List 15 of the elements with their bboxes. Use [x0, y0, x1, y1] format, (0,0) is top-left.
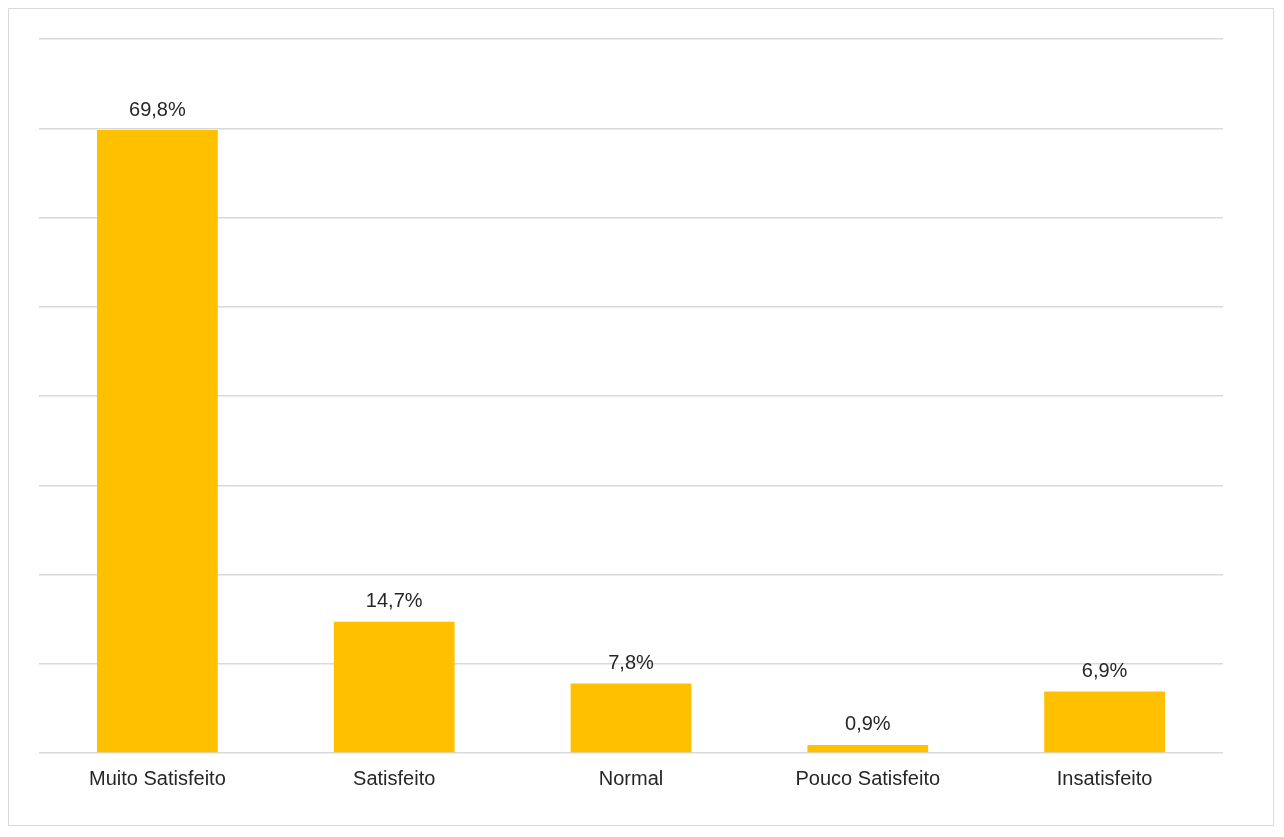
bar: [570, 683, 692, 753]
x-tick-label: Normal: [598, 766, 664, 789]
x-tick-label: Insatisfeito: [1056, 766, 1153, 789]
data-label: 14,7%: [365, 589, 423, 612]
x-tick-label: Pouco Satisfeito: [795, 766, 941, 789]
data-label: 7,8%: [608, 650, 655, 673]
x-tick-label: Muito Satisfeito: [89, 766, 226, 789]
bar: [1044, 691, 1165, 753]
data-label: 0,9%: [845, 712, 891, 735]
x-tick-label: Satisfeito: [353, 766, 436, 789]
data-label: 6,9%: [1081, 658, 1128, 681]
bar: [97, 130, 218, 753]
bar: [333, 621, 455, 753]
bar: [807, 744, 929, 753]
data-label: 69,8%: [129, 97, 186, 120]
